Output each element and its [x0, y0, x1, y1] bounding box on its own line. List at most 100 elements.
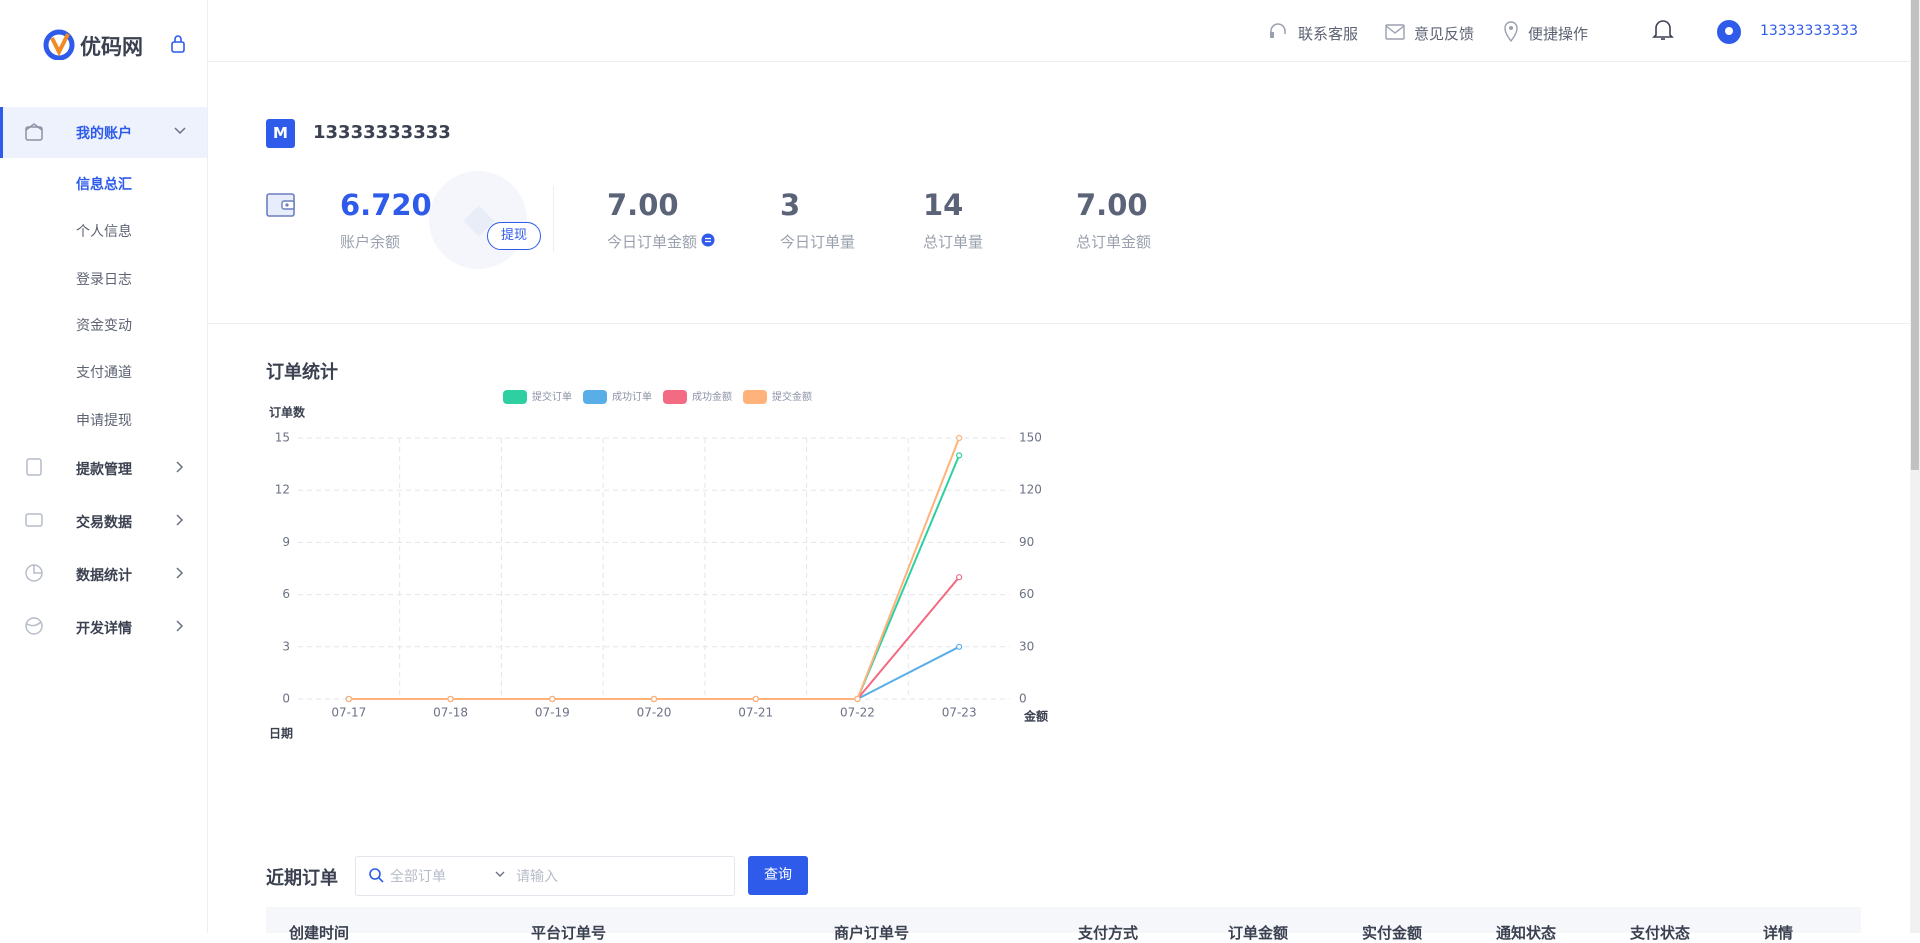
avatar-badge: M — [266, 119, 295, 148]
user-name[interactable]: 13333333333 — [1760, 23, 1858, 39]
data-point — [549, 695, 556, 703]
balance-label: 账户余额 — [340, 233, 401, 251]
y2-tick-label: 120 — [1019, 483, 1042, 497]
service-icon — [1270, 23, 1286, 38]
series-line — [348, 437, 961, 700]
data-point — [854, 695, 861, 703]
header-divider — [208, 61, 1910, 62]
chevron — [176, 461, 184, 473]
y2-axis-label: 金额 — [1023, 709, 1048, 724]
submenu-item[interactable]: 资金变动 — [76, 318, 132, 334]
menu-item[interactable]: 提款管理 — [76, 462, 132, 478]
y-tick-label: 0 — [282, 692, 290, 706]
scrollbar-thumb[interactable] — [1911, 0, 1919, 470]
x-tick-label: 07-22 — [840, 706, 875, 720]
y2-tick-label: 0 — [1019, 692, 1027, 706]
x-tick-label: 07-18 — [433, 706, 468, 720]
legend-swatch — [503, 390, 527, 404]
stat-label: 总订单金额 — [1076, 233, 1152, 251]
stat-label: 今日订单量 — [780, 233, 856, 251]
menu-item[interactable]: 开发详情 — [76, 621, 132, 637]
legend-swatch — [663, 390, 687, 404]
x-tick-label: 07-20 — [637, 706, 672, 720]
submenu-item[interactable]: 支付通道 — [76, 365, 132, 381]
y2-tick-label: 60 — [1019, 587, 1034, 601]
chart-title: 订单统计 — [266, 361, 338, 383]
y-tick-label: 3 — [282, 639, 290, 653]
brand: 优码网 — [80, 35, 143, 59]
stat-value: 3 — [780, 188, 801, 222]
chevron — [176, 514, 184, 526]
bell-icon[interactable] — [1652, 18, 1674, 42]
chevron — [176, 620, 184, 632]
submenu-item[interactable]: 信息总汇 — [76, 177, 132, 193]
y2-tick-label: 30 — [1019, 639, 1034, 653]
order-filter[interactable]: 全部订单 — [390, 869, 446, 885]
y-tick-label: 9 — [282, 535, 290, 549]
data-point — [752, 695, 759, 703]
stat-value: 14 — [923, 188, 964, 222]
submenu-item[interactable]: 个人信息 — [76, 224, 132, 240]
data-point — [956, 574, 963, 581]
menu-item[interactable]: 交易数据 — [76, 515, 132, 531]
x-tick-label: 07-23 — [942, 706, 977, 720]
balance-value: 6.720 — [340, 188, 432, 222]
x-tick-label: 07-17 — [331, 706, 366, 720]
chevron — [174, 127, 186, 135]
user-avatar[interactable] — [1716, 19, 1742, 45]
data-point — [345, 695, 352, 703]
logo-icon — [43, 29, 75, 60]
legend-label: 成功订单 — [612, 391, 652, 403]
switch-icon[interactable] — [701, 233, 715, 247]
stat-label: 今日订单金额 — [607, 233, 698, 251]
y-tick-label: 12 — [275, 483, 290, 497]
x-tick-label: 07-21 — [738, 706, 773, 720]
x-axis-label: 日期 — [269, 726, 293, 741]
legend-label: 提交订单 — [532, 390, 572, 403]
menu-icon — [26, 458, 42, 476]
y-tick-label: 15 — [275, 431, 290, 445]
menu-icon — [25, 123, 43, 141]
data-point — [650, 695, 658, 703]
chevron — [176, 567, 184, 579]
account-name: 13333333333 — [313, 122, 451, 143]
table-header — [266, 907, 1861, 933]
submenu-item[interactable]: 登录日志 — [76, 272, 132, 288]
y-axis-label: 订单数 — [269, 405, 306, 420]
series-line — [348, 576, 960, 700]
legend-label: 提交金额 — [772, 390, 812, 403]
menu-icon — [25, 617, 43, 635]
wallet-icon — [266, 193, 295, 217]
divider — [553, 186, 554, 252]
active-indicator — [0, 107, 3, 158]
header-link[interactable]: 意见反馈 — [1414, 25, 1475, 43]
data-point — [956, 434, 963, 442]
search-box[interactable] — [355, 856, 735, 896]
data-point — [956, 643, 963, 650]
series-line — [348, 455, 961, 700]
search-input[interactable]: 请输入 — [516, 869, 558, 885]
search-icon — [369, 868, 384, 883]
withdraw-button[interactable]: 提现 — [487, 222, 541, 250]
y2-tick-label: 150 — [1019, 431, 1042, 445]
dropdown-arrow — [495, 871, 505, 877]
legend-swatch — [583, 390, 607, 404]
header-link[interactable]: 便捷操作 — [1528, 25, 1589, 43]
submenu-item[interactable]: 申请提现 — [76, 413, 132, 429]
legend-swatch — [743, 390, 767, 404]
lock-icon[interactable] — [170, 35, 186, 53]
query-button[interactable]: 查询 — [748, 856, 808, 895]
menu-item[interactable]: 数据统计 — [76, 568, 132, 584]
legend-label: 成功金额 — [692, 390, 732, 403]
sidebar: 优码网 我的账户 信息总汇 个人信息 登录日志 资金变动 支付通道 申请提现 提… — [0, 0, 208, 933]
stat-label: 总订单量 — [923, 233, 984, 251]
orders-title: 近期订单 — [266, 868, 338, 889]
active-menu-bg — [0, 107, 207, 158]
menu-item[interactable]: 我的账户 — [76, 126, 132, 142]
header-link[interactable]: 联系客服 — [1298, 25, 1359, 43]
menu-icon — [25, 513, 43, 527]
x-tick-label: 07-19 — [535, 706, 570, 720]
data-point — [956, 452, 963, 459]
